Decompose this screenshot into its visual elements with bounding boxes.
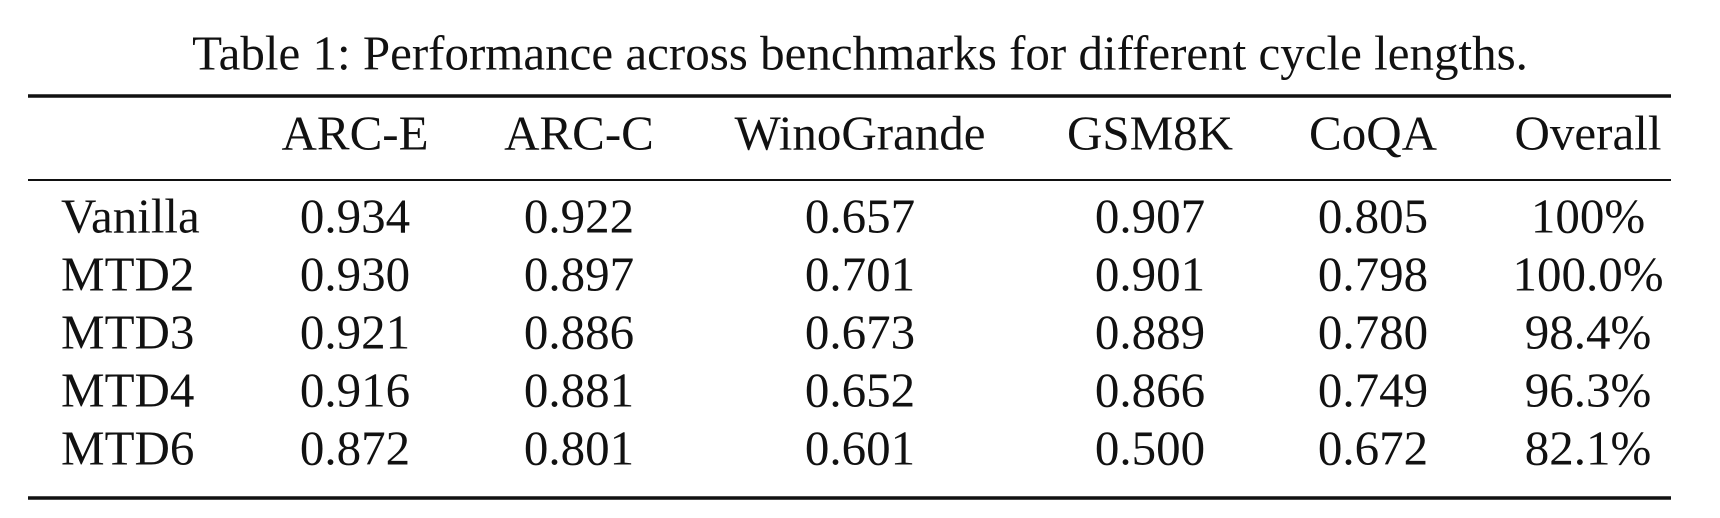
column-header: WinoGrande [734,105,985,160]
table-cell: 0.907 [1095,188,1205,243]
table-cell: 82.1% [1525,420,1652,475]
table-cell: 98.4% [1525,304,1652,359]
table-cell: 100% [1531,188,1645,243]
table-cell: 0.921 [300,304,410,359]
table-cell: 0.601 [805,420,915,475]
table-cell: 0.922 [524,188,634,243]
table-cell: 0.881 [524,362,634,417]
column-header: CoQA [1309,105,1438,160]
table-cell: 0.780 [1318,304,1428,359]
column-header: GSM8K [1067,105,1233,160]
table-cell: 0.901 [1095,246,1205,301]
row-label: MTD2 [61,246,194,301]
row-label: Vanilla [61,188,200,243]
table-cell: 0.672 [1318,420,1428,475]
table-cell: 0.916 [300,362,410,417]
table-cell: 0.798 [1318,246,1428,301]
table-cell: 0.657 [805,188,915,243]
table-cell: 0.801 [524,420,634,475]
table-cell: 0.930 [300,246,410,301]
column-header: ARC-E [282,105,429,160]
table-cell: 0.749 [1318,362,1428,417]
table-cell: 0.889 [1095,304,1205,359]
table-cell: 0.673 [805,304,915,359]
table-cell: 0.866 [1095,362,1205,417]
table-cell: 0.934 [300,188,410,243]
table-cell: 0.897 [524,246,634,301]
table-cell: 96.3% [1525,362,1652,417]
column-header: Overall [1515,105,1662,160]
table-cell: 0.500 [1095,420,1205,475]
row-label: MTD3 [61,304,194,359]
table-cell: 100.0% [1512,246,1663,301]
table-cell: 0.872 [300,420,410,475]
row-label: MTD4 [61,362,194,417]
table-caption: Table 1: Performance across benchmarks f… [192,25,1528,80]
table-cell: 0.701 [805,246,915,301]
table-cell: 0.886 [524,304,634,359]
row-label: MTD6 [61,420,194,475]
table-cell: 0.652 [805,362,915,417]
column-header: ARC-C [504,105,654,160]
table-cell: 0.805 [1318,188,1428,243]
